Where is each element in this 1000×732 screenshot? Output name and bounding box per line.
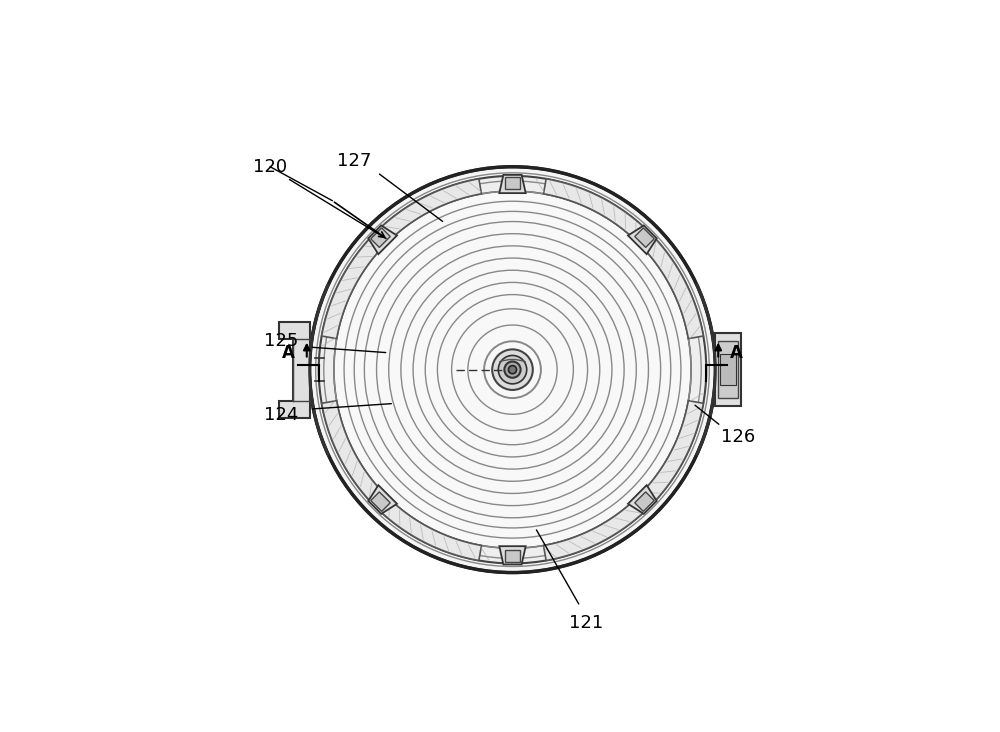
Polygon shape (279, 322, 310, 417)
Polygon shape (322, 179, 481, 339)
Polygon shape (720, 354, 736, 385)
Polygon shape (635, 228, 654, 247)
Polygon shape (368, 225, 397, 254)
Text: 126: 126 (721, 428, 755, 447)
Ellipse shape (492, 349, 533, 390)
Text: 121: 121 (569, 614, 603, 632)
Text: 124: 124 (264, 406, 299, 424)
Polygon shape (718, 341, 738, 398)
Polygon shape (715, 333, 741, 406)
Ellipse shape (508, 365, 517, 374)
Polygon shape (371, 492, 390, 512)
Ellipse shape (498, 356, 527, 384)
Polygon shape (371, 228, 390, 247)
Polygon shape (544, 400, 703, 561)
Polygon shape (635, 492, 654, 512)
Text: A: A (282, 344, 295, 362)
Ellipse shape (504, 362, 521, 378)
Polygon shape (544, 179, 703, 339)
Text: 120: 120 (253, 158, 287, 176)
Polygon shape (628, 485, 657, 514)
Polygon shape (368, 485, 397, 514)
Ellipse shape (319, 176, 706, 564)
Ellipse shape (310, 167, 715, 572)
Text: A: A (730, 344, 743, 362)
Polygon shape (628, 225, 657, 254)
Text: 127: 127 (337, 152, 372, 170)
Polygon shape (322, 400, 481, 561)
Polygon shape (505, 177, 520, 189)
Polygon shape (499, 546, 526, 564)
Ellipse shape (334, 191, 691, 548)
Polygon shape (505, 550, 520, 562)
Text: 125: 125 (264, 332, 299, 351)
Polygon shape (499, 175, 526, 193)
